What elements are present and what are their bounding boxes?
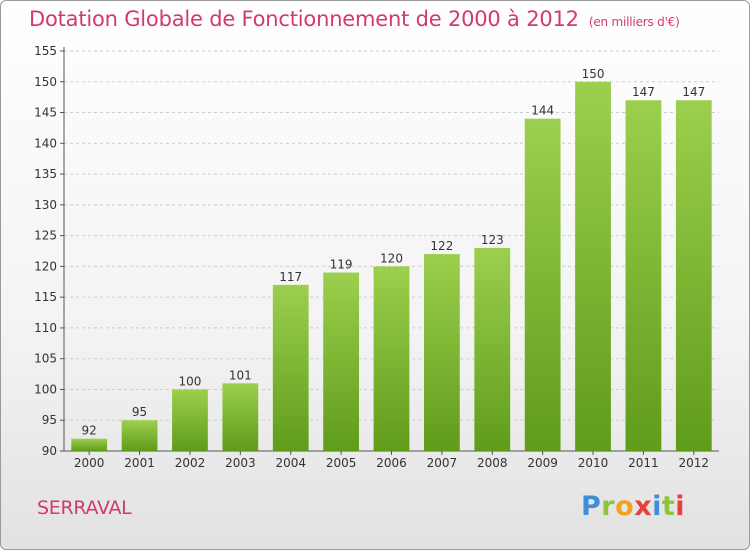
commune-name: SERRAVAL bbox=[37, 497, 132, 519]
bar bbox=[373, 266, 410, 451]
bar-value-label: 92 bbox=[82, 424, 97, 438]
x-tick-label: 2011 bbox=[628, 456, 659, 470]
bar bbox=[71, 438, 108, 451]
logo-letter: o bbox=[615, 491, 635, 522]
y-tick-label: 130 bbox=[34, 198, 57, 212]
x-tick-label: 2005 bbox=[326, 456, 357, 470]
y-tick-label: 115 bbox=[34, 290, 57, 304]
bar bbox=[524, 118, 561, 451]
x-tick-label: 2003 bbox=[225, 456, 256, 470]
bar-value-label: 120 bbox=[380, 251, 403, 265]
logo-letter: i bbox=[652, 491, 662, 522]
y-tick-label: 135 bbox=[34, 167, 57, 181]
bar bbox=[474, 247, 511, 451]
logo-letter: r bbox=[601, 491, 616, 522]
y-tick-label: 140 bbox=[34, 136, 57, 150]
x-tick-label: 2010 bbox=[578, 456, 609, 470]
y-tick-label: 120 bbox=[34, 259, 57, 273]
x-tick-label: 2001 bbox=[124, 456, 155, 470]
x-tick-label: 2006 bbox=[376, 456, 407, 470]
x-tick-label: 2007 bbox=[427, 456, 458, 470]
bar-value-label: 100 bbox=[179, 374, 202, 388]
bar bbox=[121, 420, 158, 451]
x-tick-label: 2002 bbox=[175, 456, 206, 470]
logo-letter: t bbox=[661, 491, 676, 522]
bar-value-label: 117 bbox=[279, 270, 302, 284]
logo-letter: i bbox=[675, 491, 686, 522]
bar-value-label: 122 bbox=[430, 239, 453, 253]
x-tick-label: 2012 bbox=[679, 456, 710, 470]
bar bbox=[323, 272, 360, 451]
bar bbox=[423, 254, 460, 451]
bar-value-label: 101 bbox=[229, 368, 252, 382]
bar bbox=[575, 81, 611, 452]
y-tick-label: 155 bbox=[34, 44, 57, 58]
y-tick-label: 105 bbox=[34, 352, 57, 366]
y-tick-label: 90 bbox=[42, 444, 57, 458]
bar bbox=[222, 383, 259, 451]
x-tick-label: 2008 bbox=[477, 456, 508, 470]
y-tick-label: 150 bbox=[34, 75, 57, 89]
x-tick-label: 2009 bbox=[527, 456, 558, 470]
bar-value-label: 123 bbox=[481, 233, 504, 247]
bar bbox=[675, 100, 712, 451]
bar-value-label: 147 bbox=[632, 85, 655, 99]
bar-value-label: 119 bbox=[330, 258, 353, 272]
y-tick-label: 125 bbox=[34, 229, 57, 243]
y-tick-label: 145 bbox=[34, 106, 57, 120]
chart-subtitle: (en milliers d'€) bbox=[588, 15, 680, 29]
proxiti-logo: Proxiti bbox=[581, 491, 685, 522]
bar bbox=[272, 284, 309, 451]
y-tick-label: 100 bbox=[34, 382, 57, 396]
title-text: Dotation Globale de Fonctionnement de 20… bbox=[29, 7, 579, 31]
bar bbox=[625, 100, 662, 451]
x-tick-label: 2004 bbox=[275, 456, 306, 470]
logo-letter: P bbox=[581, 491, 602, 522]
logo-letter: x bbox=[634, 491, 653, 522]
x-tick-label: 2000 bbox=[74, 456, 105, 470]
chart-title: Dotation Globale de Fonctionnement de 20… bbox=[29, 7, 680, 31]
bar-value-label: 144 bbox=[531, 104, 554, 118]
bar-value-label: 150 bbox=[582, 67, 605, 81]
y-tick-label: 95 bbox=[42, 413, 57, 427]
bar-value-label: 147 bbox=[682, 85, 705, 99]
y-tick-label: 110 bbox=[34, 321, 57, 335]
bar bbox=[172, 389, 208, 451]
bar-value-label: 95 bbox=[132, 405, 147, 419]
